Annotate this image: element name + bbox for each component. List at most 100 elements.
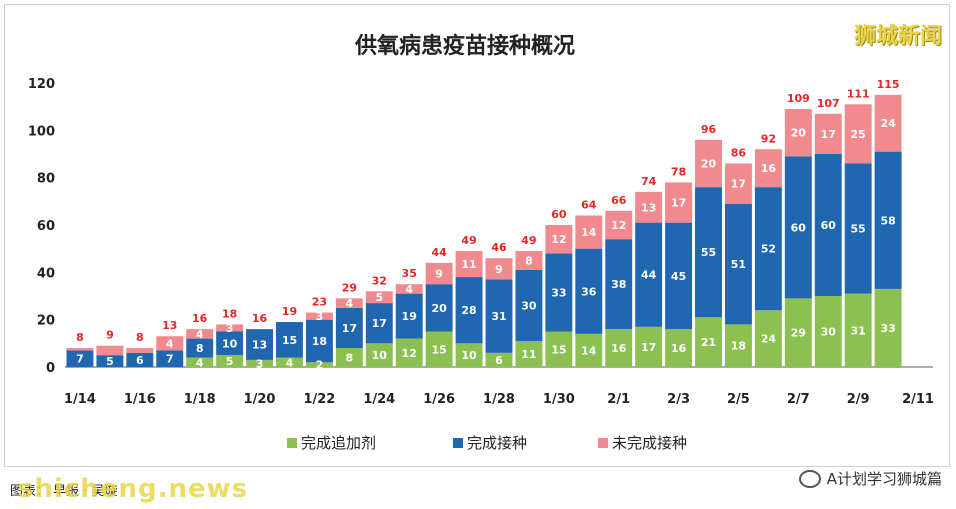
bar-segment (724, 203, 752, 325)
total-value-label: 23 (312, 296, 327, 309)
segment-value-label: 3 (226, 322, 234, 335)
bar-segment (216, 324, 244, 332)
segment-value-label: 15 (431, 343, 446, 356)
x-tick-label: 1/24 (363, 392, 395, 407)
total-value-label: 60 (551, 208, 567, 221)
segment-value-label: 8 (525, 255, 533, 268)
legend-swatch (453, 438, 463, 448)
segment-value-label: 33 (880, 322, 895, 335)
bar-segment (216, 355, 244, 367)
segment-value-label: 33 (551, 286, 566, 299)
segment-value-label: 18 (312, 335, 327, 348)
segment-value-label: 6 (495, 354, 503, 367)
segment-value-label: 15 (551, 343, 566, 356)
segment-value-label: 8 (346, 352, 354, 365)
bar-segment (874, 94, 902, 152)
legend-label: 未完成接种 (612, 434, 687, 452)
bar-segment (246, 329, 274, 360)
x-tick-label: 2/7 (787, 392, 810, 407)
segment-value-label: 4 (196, 328, 204, 341)
segment-value-label: 45 (671, 270, 686, 283)
bar-segment (455, 251, 483, 278)
x-tick-label: 2/3 (667, 392, 690, 407)
y-tick-label: 80 (37, 172, 55, 187)
bar-segment (276, 357, 303, 367)
segment-value-label: 4 (166, 337, 174, 350)
bar-segment (754, 310, 782, 367)
segment-value-label: 5 (226, 355, 234, 368)
bar-segment (545, 331, 573, 367)
total-value-label: 19 (282, 305, 297, 318)
total-value-label: 18 (222, 307, 237, 320)
bar-segment (754, 187, 782, 311)
segment-value-label: 17 (731, 178, 746, 191)
segment-value-label: 51 (731, 258, 746, 271)
bar-labels: 7859687413484165103183131641519218323817… (76, 78, 899, 372)
total-value-label: 86 (731, 146, 747, 159)
segment-value-label: 3 (256, 357, 264, 370)
bar-segment (665, 329, 693, 367)
bar-segment (156, 336, 184, 351)
segment-value-label: 2 (316, 359, 324, 372)
y-tick-label: 0 (46, 361, 55, 376)
segment-value-label: 60 (791, 221, 807, 234)
segment-value-label: 28 (461, 304, 476, 317)
x-tick-label: 2/11 (902, 392, 934, 407)
bar-segment (96, 345, 124, 356)
segment-value-label: 7 (76, 353, 84, 366)
y-tick-label: 20 (37, 314, 55, 329)
bar-segment (66, 350, 94, 367)
bar-segment (784, 156, 812, 299)
bar-segment (186, 338, 214, 358)
total-value-label: 9 (106, 329, 114, 342)
segment-value-label: 31 (491, 310, 506, 323)
bar-segment (455, 277, 483, 344)
bar-segment (635, 222, 663, 327)
segment-value-label: 15 (282, 334, 297, 347)
segment-value-label: 17 (372, 317, 387, 330)
segment-value-label: 52 (761, 243, 776, 256)
segment-value-label: 17 (671, 197, 686, 210)
segment-value-label: 55 (701, 246, 716, 259)
bar-segment (874, 288, 902, 367)
account-tag: A计划学习狮城篇 (798, 468, 942, 489)
bar-segment (844, 104, 872, 164)
total-value-label: 46 (491, 241, 507, 254)
bar-segment (276, 322, 303, 358)
segment-value-label: 31 (851, 324, 866, 337)
legend: 完成追加剂 完成接种 未完成接种 (287, 434, 687, 452)
bar-segment (545, 253, 573, 332)
total-value-label: 66 (611, 194, 627, 207)
stacked-bar-chart: 供氧病患疫苗接种概况 0 20 40 60 80 100 120 1/14 1/16 1/18 1/… (28, 33, 934, 452)
segment-value-label: 9 (495, 263, 503, 276)
total-value-label: 92 (761, 132, 776, 145)
bar-segment (754, 149, 782, 188)
segment-value-label: 8 (196, 342, 204, 355)
x-tick-label: 2/9 (847, 392, 870, 407)
bar-segment (665, 182, 693, 223)
total-value-label: 107 (817, 97, 840, 110)
bar-segment (814, 113, 842, 154)
segment-value-label: 60 (821, 219, 837, 232)
segment-value-label: 11 (521, 348, 536, 361)
bar-segment (635, 326, 663, 367)
segment-value-label: 13 (641, 201, 656, 214)
bar-segment (425, 284, 453, 332)
total-value-label: 96 (701, 123, 717, 136)
bar-segment (246, 359, 274, 367)
x-tick-label: 1/26 (423, 392, 455, 407)
bar-segment (186, 357, 214, 367)
segment-value-label: 6 (136, 354, 144, 367)
x-tick-label: 2/5 (727, 392, 750, 407)
total-value-label: 29 (342, 281, 357, 294)
segment-value-label: 14 (581, 226, 597, 239)
bar-segment (545, 225, 573, 254)
segment-value-label: 11 (461, 258, 476, 271)
bar-segment (395, 338, 423, 367)
total-value-label: 64 (581, 199, 597, 212)
x-tick-label: 1/14 (64, 392, 96, 407)
segment-value-label: 3 (316, 310, 324, 323)
segment-value-label: 30 (821, 326, 837, 339)
bar-segment (814, 296, 842, 367)
segment-value-label: 21 (701, 336, 716, 349)
